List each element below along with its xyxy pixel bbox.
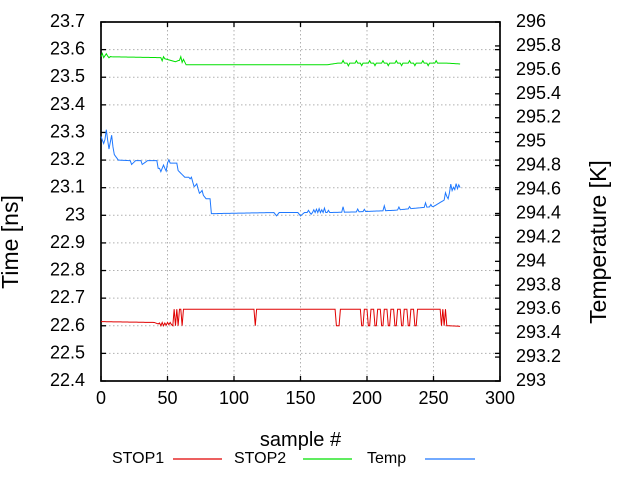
- svg-text:STOP2: STOP2: [234, 450, 286, 467]
- svg-text:50: 50: [157, 388, 177, 408]
- svg-text:250: 250: [418, 388, 448, 408]
- svg-text:22.5: 22.5: [50, 342, 85, 362]
- svg-text:293.2: 293.2: [516, 346, 561, 366]
- svg-text:300: 300: [485, 388, 515, 408]
- svg-text:100: 100: [219, 388, 249, 408]
- svg-text:293.8: 293.8: [516, 274, 561, 294]
- svg-text:295.2: 295.2: [516, 107, 561, 127]
- svg-text:22.8: 22.8: [50, 260, 85, 280]
- svg-text:150: 150: [285, 388, 315, 408]
- svg-text:23.1: 23.1: [50, 177, 85, 197]
- svg-text:0: 0: [96, 388, 106, 408]
- svg-text:23.2: 23.2: [50, 149, 85, 169]
- svg-text:22.6: 22.6: [50, 315, 85, 335]
- svg-text:Temp: Temp: [367, 450, 406, 467]
- svg-text:23.6: 23.6: [50, 39, 85, 59]
- svg-text:293: 293: [516, 370, 546, 390]
- svg-text:Temperature [K]: Temperature [K]: [585, 160, 611, 324]
- svg-text:295.8: 295.8: [516, 35, 561, 55]
- svg-text:293.6: 293.6: [516, 298, 561, 318]
- svg-text:295.4: 295.4: [516, 83, 561, 103]
- svg-text:23.5: 23.5: [50, 66, 85, 86]
- svg-text:23.3: 23.3: [50, 121, 85, 141]
- svg-text:STOP1: STOP1: [112, 450, 164, 467]
- svg-text:23: 23: [65, 204, 85, 224]
- svg-text:294: 294: [516, 250, 546, 270]
- svg-text:23.4: 23.4: [50, 94, 85, 114]
- svg-text:200: 200: [352, 388, 382, 408]
- svg-text:294.4: 294.4: [516, 202, 561, 222]
- svg-text:22.4: 22.4: [50, 370, 85, 390]
- svg-text:22.9: 22.9: [50, 232, 85, 252]
- svg-text:Time [ns]: Time [ns]: [0, 195, 23, 289]
- svg-text:294.6: 294.6: [516, 179, 561, 199]
- svg-text:296: 296: [516, 11, 546, 31]
- svg-text:sample #: sample #: [260, 429, 342, 451]
- svg-text:294.8: 294.8: [516, 155, 561, 175]
- svg-text:295.6: 295.6: [516, 59, 561, 79]
- svg-text:293.4: 293.4: [516, 322, 561, 342]
- svg-text:22.7: 22.7: [50, 287, 85, 307]
- svg-text:294.2: 294.2: [516, 226, 561, 246]
- svg-text:295: 295: [516, 131, 546, 151]
- svg-text:23.7: 23.7: [50, 11, 85, 31]
